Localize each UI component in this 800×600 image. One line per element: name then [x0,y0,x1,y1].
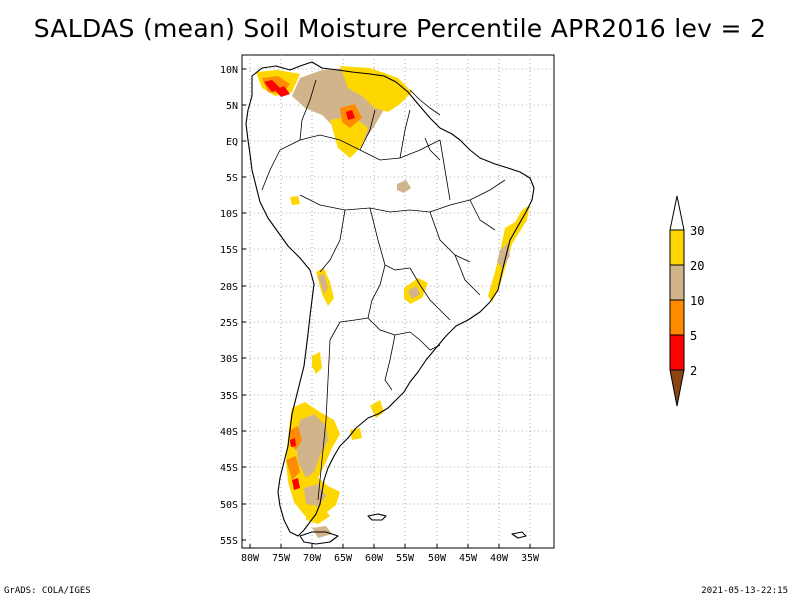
footer-credit: GrADS: COLA/IGES [4,586,91,596]
latitude-labels: 10N 5N EQ 5S 10S 15S 20S 25S 30S 35S 40S… [220,65,238,547]
caribbean-islands [511,531,527,539]
shade-east-coast-tan [497,243,510,268]
shade-interior-tan [408,286,420,299]
shade-amazon [397,180,411,193]
south-america-coast [245,61,535,537]
lat-label: 5S [226,173,238,184]
lon-label: 60W [365,553,384,564]
colorbar-band-10 [669,299,685,336]
lon-label: 75W [272,553,291,564]
lon-label: 65W [334,553,353,564]
colorbar-band-5 [669,334,685,371]
shade-patagonia-red [290,438,296,447]
colorbar-band-20 [669,264,685,301]
lon-label: 80W [241,553,260,564]
moisture-shading [256,66,530,538]
plot-frame [241,54,555,549]
lat-label: 30S [220,354,238,365]
lat-label: 10N [220,65,238,76]
lat-label: 20S [220,282,238,293]
lat-label: 45S [220,463,238,474]
shade-north-red [264,80,280,92]
lon-label: 35W [521,553,540,564]
colorbar-top-arrow [669,195,685,231]
lon-label: 55W [396,553,415,564]
coastlines [245,61,535,545]
lat-label: 40S [220,427,238,438]
colorbar-label: 20 [690,259,704,273]
country-borders [261,79,506,501]
shade-patagonia-orange2 [286,456,300,480]
fuego-coast [299,531,339,545]
shade-west-tan [318,274,328,294]
colorbar-bottom-arrow [669,369,685,407]
lat-label: EQ [226,137,238,148]
falklands [367,513,387,521]
lat-label: 15S [220,245,238,256]
lat-label: 10S [220,209,238,220]
lon-label: 45W [459,553,478,564]
colorbar-band-30 [669,229,685,266]
colorbar-label: 10 [690,294,704,308]
colorbar: 30 20 10 5 2 [669,195,704,407]
shade-buenos [370,400,384,418]
map-title: SALDAS (mean) Soil Moisture Percentile A… [33,14,767,43]
shade-north-yellow2 [340,66,412,112]
lon-label: 40W [490,553,509,564]
shade-amazon2 [290,196,300,205]
lon-label: 50W [428,553,447,564]
lat-label: 50S [220,500,238,511]
colorbar-label: 30 [690,224,704,238]
lat-label: 35S [220,391,238,402]
footer-timestamp: 2021-05-13-22:15 [701,586,788,596]
tick-marks [242,68,531,548]
shade-north-yellow3 [330,116,368,158]
shade-north-red3 [346,110,355,120]
lat-label: 25S [220,318,238,329]
lat-label: 55S [220,536,238,547]
shade-north-red2 [275,86,290,97]
lon-label: 70W [303,553,322,564]
shade-chile-n [312,352,322,374]
lat-label: 5N [226,101,238,112]
colorbar-label: 5 [690,329,697,343]
shade-patagonia-red2 [292,478,300,490]
shade-patagonia-tan [296,414,328,478]
colorbar-label: 2 [690,364,697,378]
longitude-labels: 80W 75W 70W 65W 60W 55W 50W 45W 40W 35W [241,553,540,564]
